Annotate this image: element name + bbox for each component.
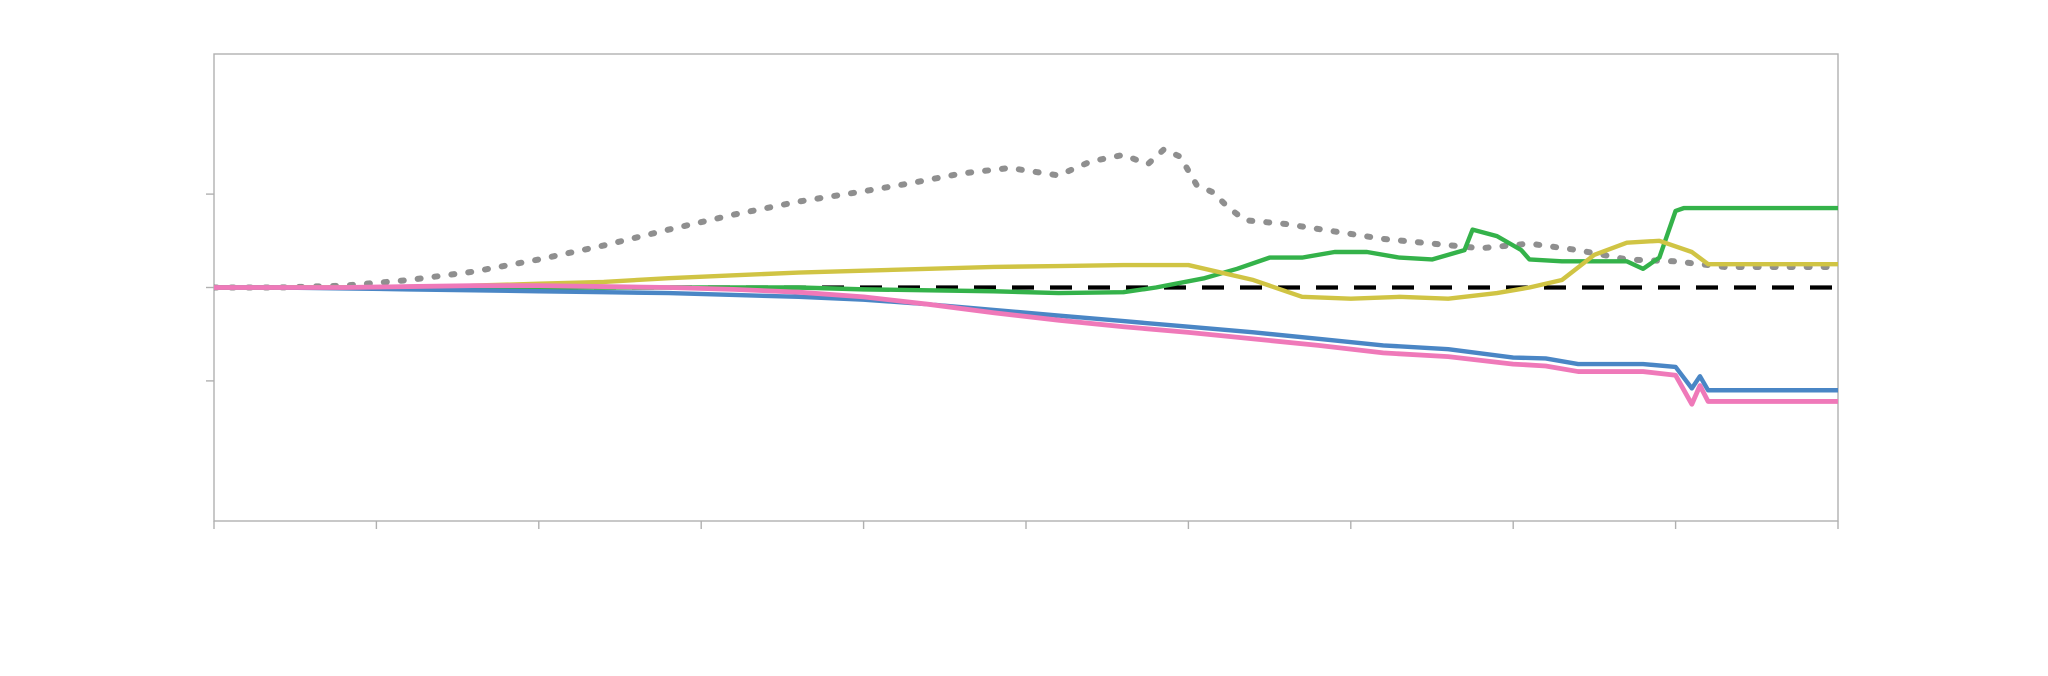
chart-container [0, 0, 2048, 676]
series-blue [214, 288, 1838, 391]
plot-area [214, 54, 1838, 521]
series-pink [214, 286, 1838, 405]
series-green [214, 208, 1838, 293]
